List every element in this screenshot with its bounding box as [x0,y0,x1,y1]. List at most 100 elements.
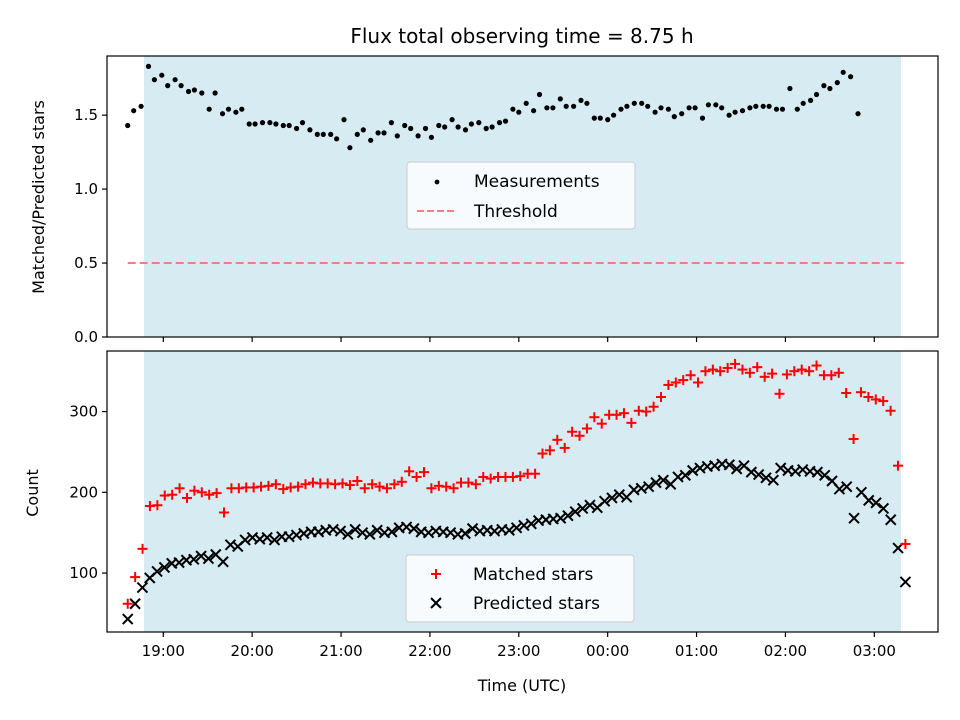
predicted-star-point [173,556,185,569]
measurement-point [334,136,340,142]
y-tick-label: 0.5 [74,254,98,272]
matched-star-point [396,476,407,487]
matched-star-point [381,483,392,494]
measurement-point [172,77,178,83]
predicted-star-point [466,522,479,535]
measurement-point [368,137,374,143]
y-tick-label: 300 [69,403,98,421]
matched-star-point [374,481,385,492]
x-tick-label: 03:00 [853,642,896,660]
measurement-point [341,117,347,123]
matched-star-point [789,366,800,377]
predicted-star-point [562,510,574,522]
bottom-y-axis-label: Count [23,469,42,517]
y-tick-label: 100 [69,564,98,582]
matched-star-point [359,483,370,494]
predicted-star-point [158,561,171,574]
top-axes-frame [106,55,939,338]
measurement-point [422,125,429,132]
matched-star-point [663,379,674,390]
matched-star-point [426,483,437,494]
matched-star-point [344,480,355,491]
measurement-point [259,120,266,126]
predicted-star-point [598,495,611,507]
matched-star-point [167,489,178,500]
measurement-point [631,100,637,106]
matched-star-point [618,408,629,419]
predicted-star-point [261,531,273,544]
measurement-point [531,108,537,114]
measurement-point [665,106,672,112]
matched-star-point [337,478,348,489]
matched-star-point [863,392,874,403]
matched-star-point [293,481,304,492]
predicted-star-point [730,463,743,475]
measurement-point [381,130,387,136]
measurement-point [273,121,279,127]
legend-threshold-label: Threshold [473,202,558,222]
bottom-panel: 100 200 300 19:00 20:00 21:00 22:00 23:00 00:00… [23,350,939,695]
measurement-point [692,105,698,111]
matched-star-point [811,360,822,371]
bottom-legend: Matched stars Predicted stars [405,554,635,623]
predicted-star-point [217,556,229,568]
top-x-ticks [162,337,875,342]
matched-star-point [855,387,866,398]
predicted-star-point [576,502,589,515]
measurement-point [165,83,171,89]
measurement-point [415,133,421,139]
measurement-point [307,127,313,133]
chart-title: Flux total observing time = 8.75 h [350,24,693,48]
matched-star-point [448,483,459,494]
measurement-point [611,112,617,118]
bottom-y-ticks: 100 200 300 [69,403,107,582]
measurement-point [320,131,326,137]
measurement-point [191,87,197,93]
x-tick-label: 01:00 [675,642,718,660]
measurement-point [800,100,806,106]
matched-star-point [581,423,592,434]
predicted-star-point [202,552,215,565]
predicted-star-point [188,553,200,566]
predicted-star-point [525,518,537,530]
measurement-point [151,77,157,83]
matched-star-point [189,485,200,496]
matched-star-point [641,406,652,417]
matched-star-point [196,487,207,498]
matched-star-point [678,375,689,386]
predicted-star-point [584,499,596,511]
measurement-point [773,106,780,112]
predicted-star-point [342,528,354,541]
predicted-star-point [686,464,699,477]
matched-star-point [611,409,622,420]
measurement-point [299,120,306,126]
predicted-star-point [459,527,471,540]
x-tick-label: 23:00 [497,642,540,660]
matched-star-point [737,364,748,375]
measurement-point [652,109,658,115]
measurement-point [199,90,205,96]
matched-star-point [352,476,363,487]
measurement-point [605,117,611,123]
measurement-point [394,133,400,139]
measurement-point [185,88,192,95]
x-axis-label: Time (UTC) [477,676,566,695]
matched-star-point [278,484,289,495]
predicted-star-point [195,550,207,562]
predicted-star-point [408,522,420,535]
matched-star-point [130,572,141,583]
matched-star-point [174,483,185,494]
matched-star-point [463,477,474,488]
measurement-point [787,85,793,92]
matched-star-point [589,412,600,423]
matched-star-point [626,417,637,428]
measurement-point [726,112,732,118]
measurement-point [536,91,543,98]
matched-star-point [596,418,607,429]
matched-star-point [833,367,844,378]
top-legend-box [406,161,636,230]
measurement-point [699,115,706,121]
measurement-point [766,103,772,109]
predicted-star-point [510,522,523,534]
measurement-point [402,122,408,129]
